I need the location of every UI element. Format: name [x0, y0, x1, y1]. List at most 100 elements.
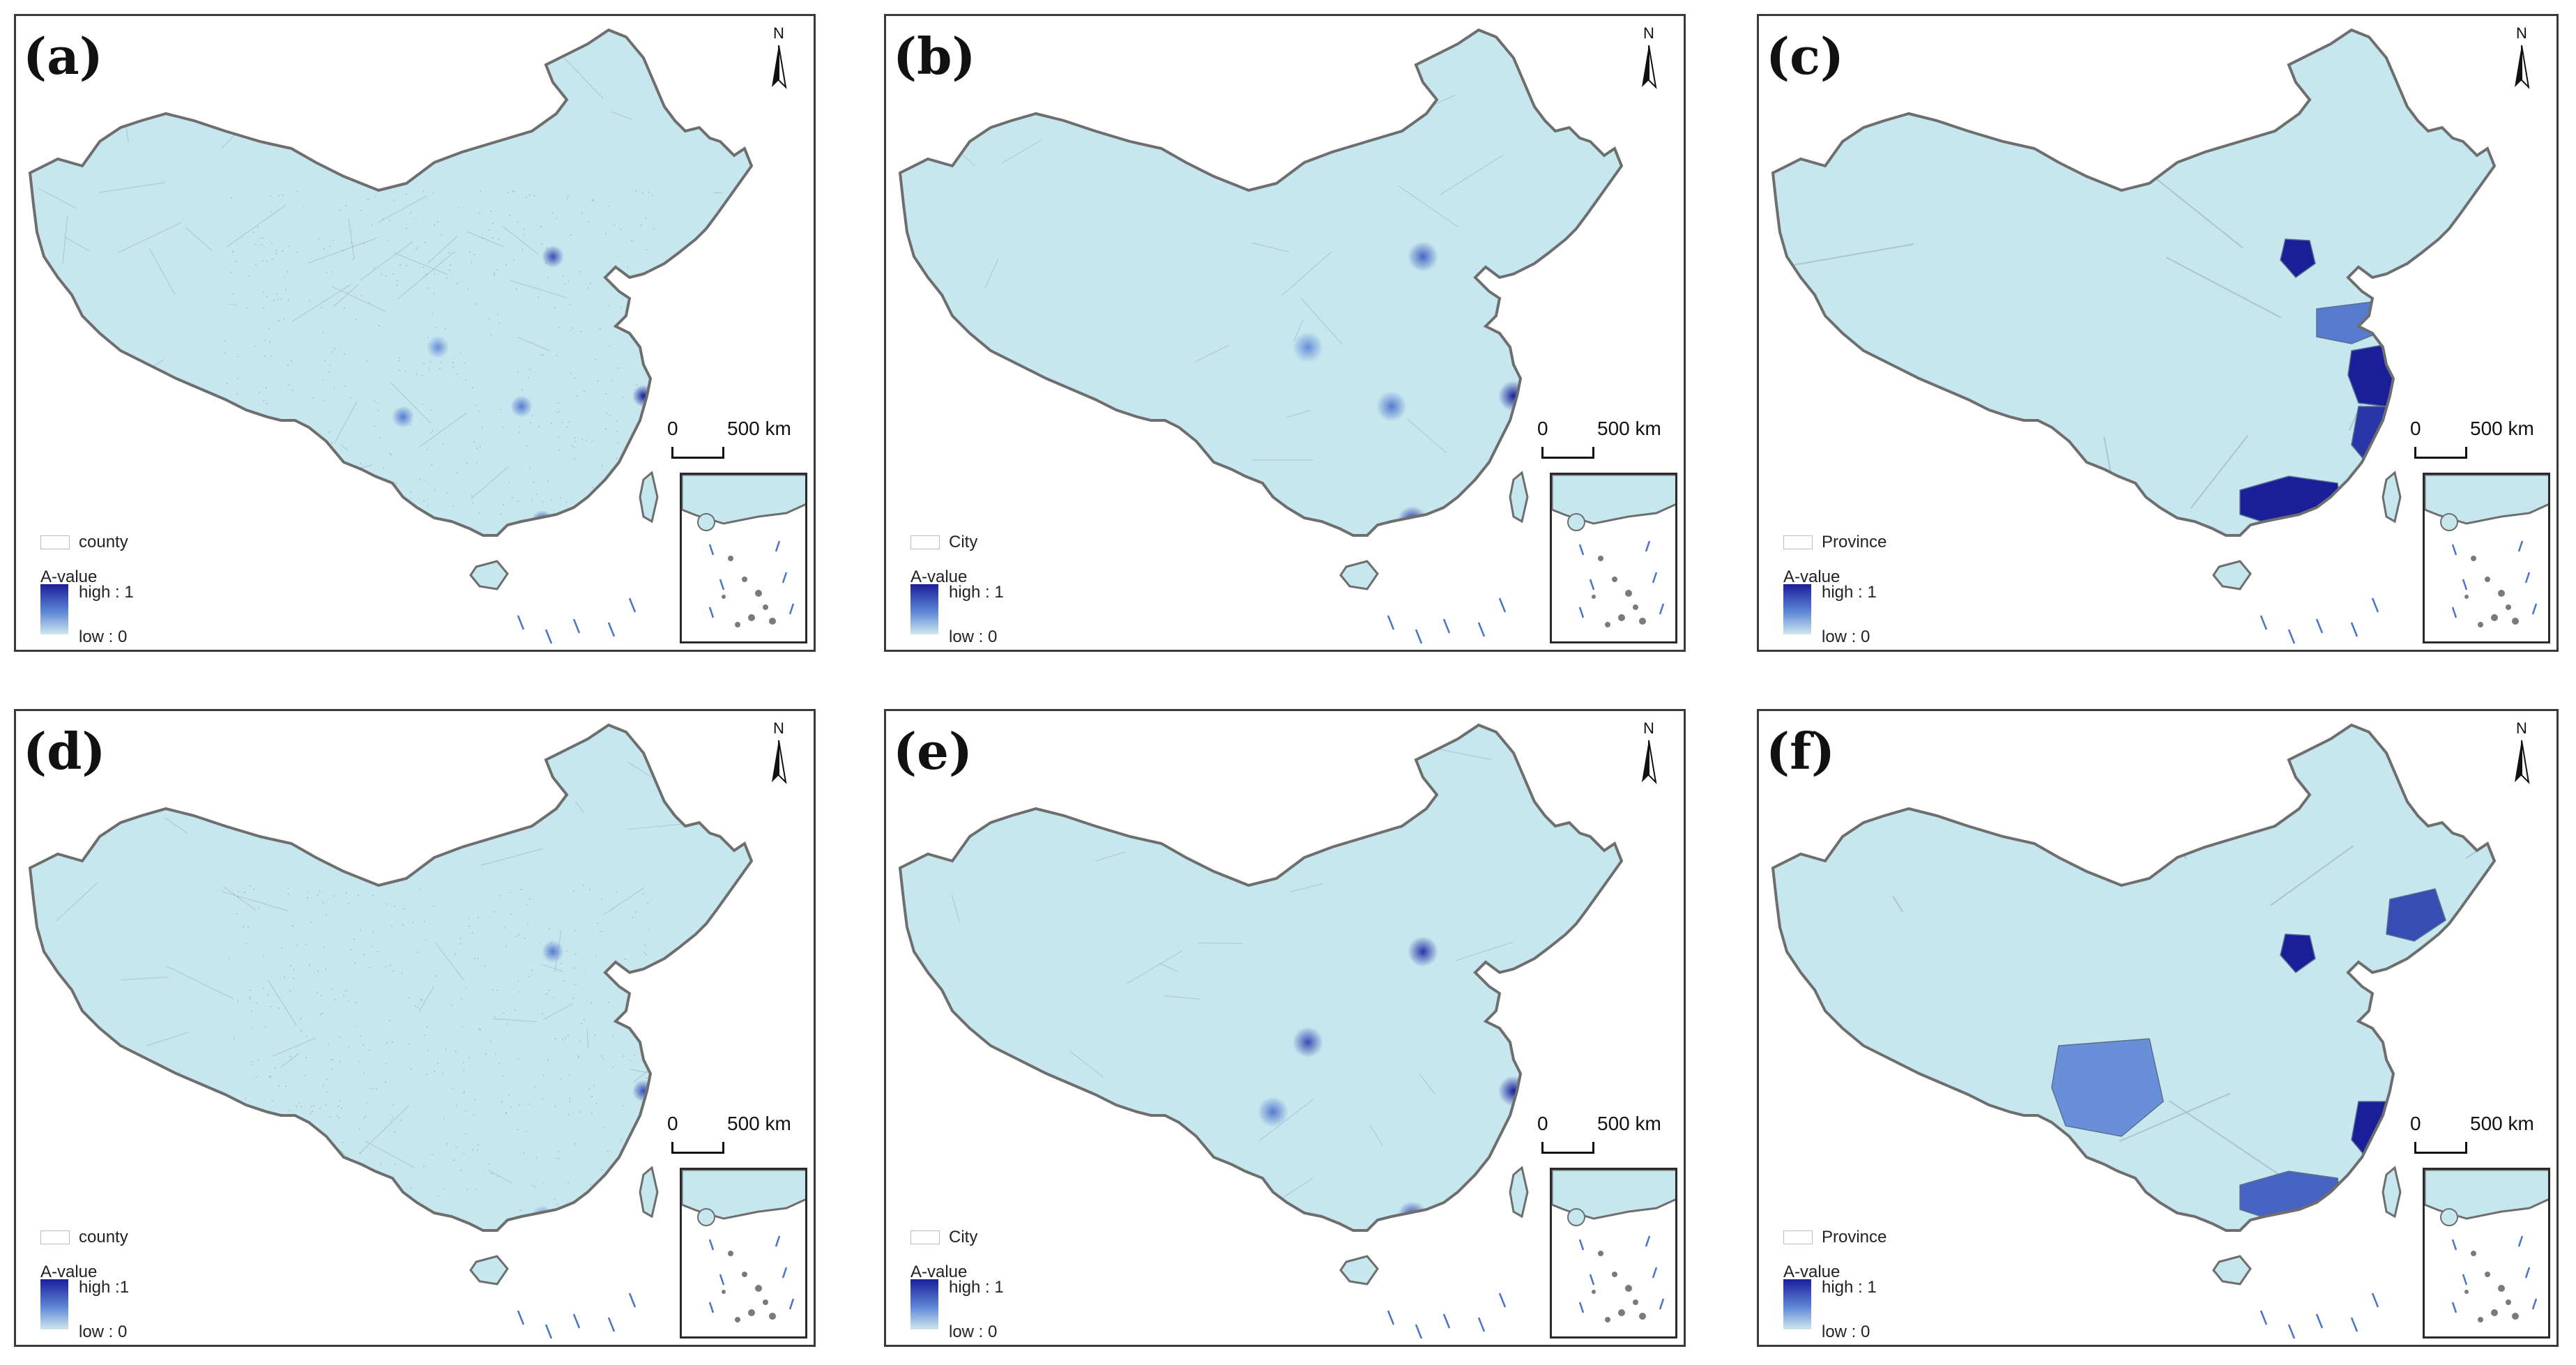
legend-high-label: high : 1: [949, 1278, 1004, 1297]
map-legend: City A-value high : 1 low : 0: [910, 528, 1092, 647]
country-fill: [900, 30, 1622, 535]
legend-unit-label: Province: [1822, 1228, 1887, 1246]
legend-unit-label: City: [949, 533, 978, 551]
region-beijing: [2280, 238, 2316, 279]
scale-zero: 0: [1537, 1113, 1548, 1134]
panel-label: (f): [1766, 722, 1836, 781]
map-panel-f: (f) N 0 500 km Province A-value high : 1 …: [1757, 709, 2559, 1347]
scale-bar-line: [2414, 1142, 2467, 1154]
map-panel-e: (e) N 0 500 km City A-value high : 1 low …: [884, 709, 1686, 1347]
north-arrow-icon: N: [758, 24, 800, 101]
region-liaoning: [2386, 888, 2446, 942]
north-label: N: [2516, 719, 2527, 737]
legend-title: A-value: [1783, 567, 1840, 586]
legend-high-label: high : 1: [79, 583, 134, 602]
hotspot-guangzhou: [531, 510, 554, 533]
unit-swatch: [40, 1230, 70, 1244]
scale-bar-line: [671, 447, 724, 459]
legend-high-label: high : 1: [1822, 1278, 1877, 1297]
map-panel-b: (b) N 0 500 km City A-value high : 1 low …: [884, 14, 1686, 652]
color-ramp: [910, 1279, 938, 1329]
region-sichuan: [2051, 1038, 2164, 1137]
color-ramp: [910, 584, 938, 634]
south-china-sea-inset: [1550, 473, 1677, 643]
scale-bar: 0 500 km: [2410, 418, 2540, 462]
legend-unit-label: county: [79, 533, 128, 551]
hotspot-beijing: [542, 245, 564, 268]
map-legend: county A-value high :1 low : 0: [40, 1223, 222, 1342]
legend-unit-label: county: [79, 1228, 128, 1246]
scale-distance: 500 km: [1597, 418, 1661, 439]
panel-label: (a): [23, 26, 103, 86]
scale-bar-line: [671, 1142, 724, 1154]
legend-title: A-value: [910, 1263, 968, 1281]
country-fill: [1773, 30, 2494, 535]
scale-zero: 0: [2410, 1113, 2421, 1134]
scale-zero: 0: [667, 1113, 678, 1134]
map-legend: City A-value high : 1 low : 0: [910, 1223, 1092, 1342]
hotspot-beijing: [1408, 936, 1438, 967]
hotspot-xian: [1293, 1027, 1323, 1058]
hotspot-chongqing: [1258, 1097, 1288, 1127]
china-map: [28, 28, 754, 644]
legend-unit-label: Province: [1822, 533, 1887, 551]
map-panel-d: (d) N 0 500 km county A-value high :1 low…: [14, 709, 816, 1347]
unit-swatch: [40, 535, 70, 549]
scale-distance: 500 km: [727, 1113, 791, 1134]
north-label: N: [1643, 24, 1654, 42]
scale-bar-line: [1541, 447, 1594, 459]
legend-title: A-value: [910, 567, 968, 586]
panel-label: (d): [23, 722, 106, 781]
scale-bar: 0 500 km: [1537, 418, 1667, 462]
country-fill: [1773, 725, 2494, 1230]
panel-label: (b): [893, 26, 976, 86]
south-china-sea-inset: [680, 1168, 807, 1339]
hotspot-guangzhou: [1397, 506, 1428, 535]
hotspot-wuhan: [510, 395, 533, 418]
china-map: [1771, 28, 2497, 644]
scale-zero: 0: [667, 418, 678, 439]
scale-zero: 0: [1537, 418, 1548, 439]
legend-title: A-value: [40, 567, 98, 586]
scale-distance: 500 km: [1597, 1113, 1661, 1134]
hotspot-guangzhou: [531, 1205, 554, 1228]
scale-distance: 500 km: [727, 418, 791, 439]
china-map: [28, 723, 754, 1339]
china-map: [1771, 723, 2497, 1339]
legend-high-label: high :1: [79, 1278, 130, 1297]
region-beijing: [2280, 933, 2316, 974]
north-arrow-icon: N: [1628, 24, 1670, 101]
legend-unit-label: City: [949, 1228, 978, 1246]
scale-distance: 500 km: [2470, 418, 2534, 439]
hotspot-chongqing: [392, 406, 414, 428]
north-arrow-icon: N: [1628, 719, 1670, 796]
hotspot-beijing: [542, 940, 564, 963]
legend-low-label: low : 0: [1822, 627, 1870, 646]
color-ramp: [1783, 1279, 1811, 1329]
map-legend: county A-value high : 1 low : 0: [40, 528, 222, 647]
china-map: [898, 28, 1624, 644]
panel-label: (c): [1766, 26, 1844, 86]
legend-low-label: low : 0: [1822, 1322, 1870, 1341]
country-fill: [900, 725, 1622, 1230]
unit-swatch: [910, 535, 940, 549]
unit-swatch: [1783, 535, 1813, 549]
panel-label: (e): [893, 722, 973, 781]
scale-bar-line: [1541, 1142, 1594, 1154]
north-label: N: [773, 24, 784, 42]
legend-low-label: low : 0: [79, 627, 128, 646]
hotspot-xian: [427, 336, 449, 358]
south-china-sea-inset: [1550, 1168, 1677, 1339]
north-label: N: [2516, 24, 2527, 42]
north-arrow-icon: N: [2501, 719, 2543, 796]
map-legend: Province A-value high : 1 low : 0: [1783, 528, 1965, 647]
north-arrow-icon: N: [758, 719, 800, 796]
south-china-sea-inset: [680, 473, 807, 643]
legend-low-label: low : 0: [79, 1322, 128, 1341]
map-panel-a: (a) N 0 500 km county A-value high : 1 lo…: [14, 14, 816, 652]
unit-swatch: [1783, 1230, 1813, 1244]
north-label: N: [1643, 719, 1654, 737]
hotspot-xian: [1293, 332, 1323, 363]
map-panel-c: (c) N 0 500 km Province A-value high : 1 …: [1757, 14, 2559, 652]
country-fill: [30, 30, 752, 535]
